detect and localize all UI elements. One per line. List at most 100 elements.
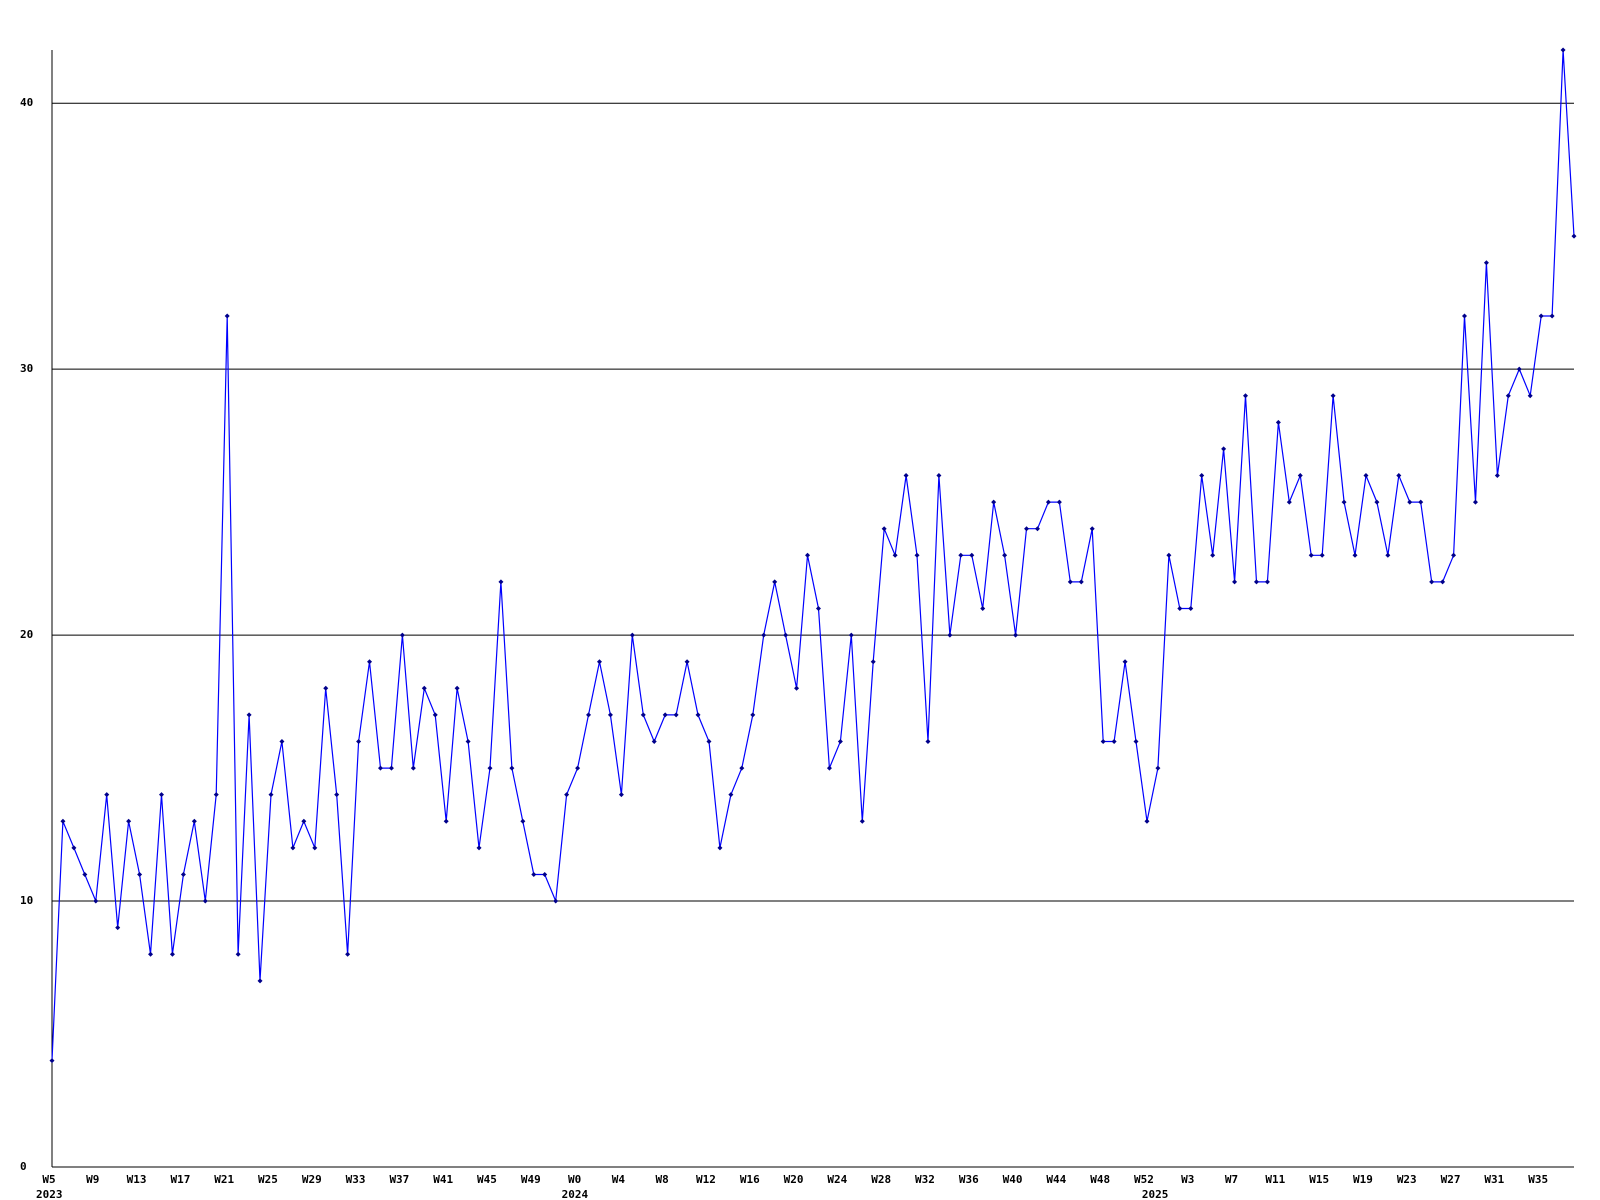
x-year-label: 2023 [36,1188,63,1200]
point-marker [301,818,307,824]
point-marker [1472,499,1478,505]
point-marker [761,632,767,638]
point-marker [279,738,285,744]
point-marker [1363,473,1369,479]
point-marker [388,765,394,771]
point-marker [1407,499,1413,505]
point-marker [1177,606,1183,611]
x-tick-label: W49 [521,1173,541,1186]
point-marker [640,712,646,718]
point-marker [848,632,854,638]
point-marker [356,738,362,744]
point-marker [596,659,602,665]
point-marker [476,845,482,851]
point-marker [257,978,263,984]
point-marker [794,685,800,691]
point-marker [826,765,832,771]
x-tick-label: W44 [1046,1173,1066,1186]
point-marker [1232,579,1238,585]
x-tick-label: W35 [1528,1173,1548,1186]
point-marker [290,845,296,851]
point-marker [1199,473,1205,479]
point-marker [1024,526,1030,532]
x-tick-label: W12 [696,1173,716,1186]
point-marker [936,473,942,479]
point-marker [334,792,340,798]
point-marker [399,632,405,638]
point-marker [1341,499,1347,505]
x-tick-label: W28 [871,1173,891,1186]
point-marker [454,685,460,691]
y-tick-label: 30 [20,362,33,375]
point-marker [553,898,559,904]
point-marker [1483,260,1489,266]
point-marker [1494,473,1500,479]
x-tick-label: W23 [1397,1173,1417,1186]
point-marker [1056,499,1062,505]
point-marker [1188,606,1194,611]
point-marker [246,712,252,718]
point-marker [859,818,865,824]
point-marker [421,685,427,691]
x-tick-label: W27 [1441,1173,1461,1186]
point-marker [345,951,351,957]
point-marker [1078,579,1084,585]
x-tick-label: W7 [1225,1173,1238,1186]
x-tick-label: W24 [827,1173,847,1186]
point-marker [1396,473,1402,479]
point-marker [1034,526,1040,532]
point-marker [980,606,986,611]
point-marker [1549,313,1555,319]
point-marker [1133,738,1139,744]
point-marker [607,712,613,718]
point-marker [1308,552,1314,558]
point-marker [684,659,690,665]
point-marker [815,606,821,611]
point-marker [1297,473,1303,479]
point-marker [93,898,99,904]
point-marker [509,765,515,771]
x-tick-label: W4 [612,1173,626,1186]
y-tick-label: 40 [20,96,33,109]
point-marker [739,765,745,771]
point-marker [1122,659,1128,665]
x-tick-label: W40 [1003,1173,1023,1186]
point-marker [629,632,635,638]
point-marker [1385,552,1391,558]
point-marker [180,871,186,877]
point-marker [213,792,219,798]
point-marker [323,685,329,691]
point-marker [1166,552,1172,558]
point-marker [1429,579,1435,585]
x-tick-label: W36 [959,1173,979,1186]
point-marker [914,552,920,558]
point-marker [1253,579,1259,585]
point-marker [969,552,975,558]
point-marker [410,765,416,771]
point-marker [1275,419,1281,425]
x-tick-label: W52 [1134,1173,1154,1186]
point-marker [443,818,449,824]
x-tick-label: W25 [258,1173,278,1186]
y-tick-label: 20 [20,628,33,641]
point-marker [586,712,592,718]
x-tick-label: W0 [568,1173,581,1186]
x-tick-label: W17 [170,1173,190,1186]
x-tick-label: W21 [214,1173,234,1186]
x-tick-label: W16 [740,1173,760,1186]
point-marker [881,526,887,532]
point-marker [1462,313,1468,319]
point-marker [1451,552,1457,558]
x-year-label: 2025 [1142,1188,1169,1200]
point-marker [1089,526,1095,532]
point-marker [892,552,898,558]
x-tick-label: W37 [389,1173,409,1186]
x-tick-label: W33 [346,1173,366,1186]
x-tick-label: W48 [1090,1173,1110,1186]
point-marker [148,951,154,957]
point-marker [498,579,504,585]
x-tick-label: W3 [1181,1173,1194,1186]
point-marker [1243,393,1249,399]
point-marker [1560,47,1566,53]
